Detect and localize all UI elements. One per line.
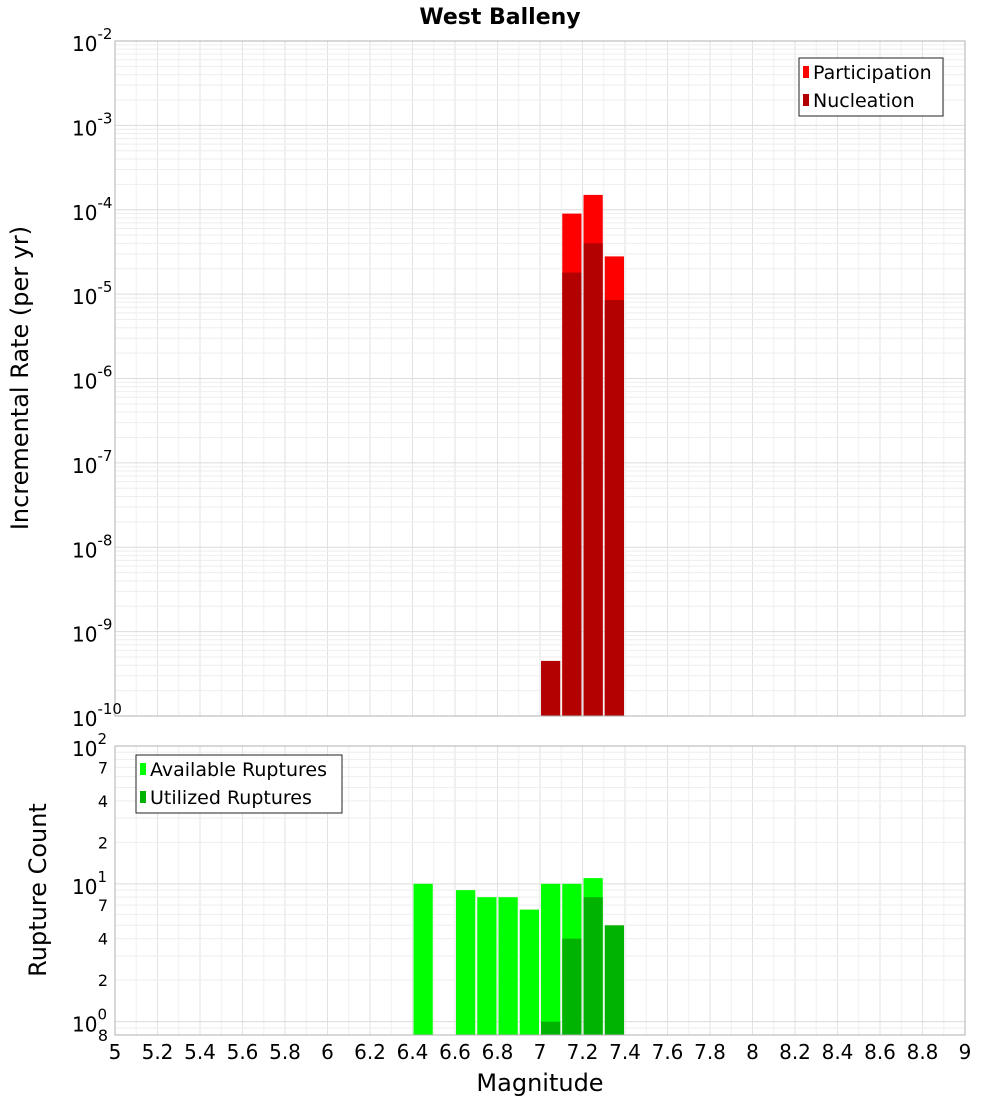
y-tick-label: 100: [72, 1006, 107, 1037]
y-minor-tick-label: 8: [98, 1026, 108, 1045]
x-tick-label: 5.2: [142, 1040, 174, 1064]
y-minor-tick-label: 2: [98, 971, 108, 990]
x-tick-label: 8.6: [864, 1040, 896, 1064]
legend-swatch: [803, 66, 809, 78]
available-ruptures-bar: [541, 883, 561, 1035]
available-ruptures-bar: [456, 890, 476, 1035]
y-tick-label: 10-6: [72, 363, 112, 394]
utilized-ruptures-bar: [583, 897, 603, 1035]
x-tick-label: 6.4: [397, 1040, 429, 1064]
y-tick-label: 10-5: [72, 278, 112, 309]
x-tick-label: 8.8: [907, 1040, 939, 1064]
chart-title: West Balleny: [419, 5, 580, 30]
y-tick-label: 10-4: [72, 194, 112, 225]
legend-swatch: [140, 791, 146, 803]
nucleation-bar: [583, 243, 603, 717]
available-ruptures-bar: [498, 897, 518, 1035]
bottom-plot-frame: [114, 745, 966, 1036]
available-ruptures-bar: [413, 883, 433, 1035]
top-plot-frame: [114, 40, 966, 717]
y-tick-label: 101: [72, 868, 107, 899]
x-tick-label: 6.2: [354, 1040, 386, 1064]
x-tick-label: 6: [321, 1040, 334, 1064]
x-tick-label: 5.4: [184, 1040, 216, 1064]
y-tick-label: 10-3: [72, 109, 112, 140]
y-tick-label: 10-8: [72, 531, 112, 562]
x-tick-label: 7.4: [609, 1040, 641, 1064]
legend-label: Participation: [813, 62, 932, 84]
utilized-ruptures-bar: [562, 938, 582, 1035]
x-tick-label: 7.8: [694, 1040, 726, 1064]
x-tick-label: 5.6: [227, 1040, 259, 1064]
y-tick-label: 10-10: [72, 700, 122, 731]
top-plot-legend: Participation Nucleation: [798, 57, 944, 117]
y-tick-label: 102: [72, 730, 107, 761]
utilized-ruptures-bar: [604, 925, 624, 1035]
x-tick-label: 7: [534, 1040, 547, 1064]
x-tick-label: 6.8: [482, 1040, 514, 1064]
x-tick-label: 8: [746, 1040, 759, 1064]
x-tick-label: 5: [109, 1040, 122, 1064]
legend-box: [135, 754, 343, 814]
legend-label: Utilized Ruptures: [150, 787, 312, 809]
legend-label: Available Ruptures: [150, 759, 327, 781]
legend-label: Nucleation: [813, 90, 915, 112]
bottom-plot-y-axis-label: Rupture Count: [24, 803, 52, 977]
legend-swatch: [803, 94, 809, 106]
top-plot-grid: [114, 40, 966, 717]
x-tick-label: 7.2: [567, 1040, 599, 1064]
bottom-plot-y-ticks: 100 101 102 8 2 4 7 2 4 7: [72, 730, 108, 1045]
y-minor-tick-label: 7: [98, 896, 108, 915]
top-plot-y-axis-label: Incremental Rate (per yr): [6, 226, 34, 530]
y-minor-tick-label: 7: [98, 758, 108, 777]
available-ruptures-bar: [519, 909, 539, 1035]
nucleation-bar: [541, 660, 561, 716]
x-tick-label: 5.8: [269, 1040, 301, 1064]
x-tick-label: 9: [959, 1040, 972, 1064]
top-plot-bars: [541, 194, 624, 717]
x-tick-label: 6.6: [439, 1040, 471, 1064]
bottom-plot-legend: Available Ruptures Utilized Ruptures: [135, 754, 343, 814]
y-tick-label: 10-7: [72, 447, 112, 478]
nucleation-bar: [562, 272, 582, 716]
legend-swatch: [140, 763, 146, 775]
y-minor-tick-label: 2: [98, 833, 108, 852]
available-ruptures-bar: [477, 897, 497, 1035]
x-axis-label: Magnitude: [476, 1069, 603, 1097]
x-tick-label: 7.6: [652, 1040, 684, 1064]
y-minor-tick-label: 4: [98, 930, 108, 949]
y-tick-label: 10-2: [72, 25, 112, 56]
bottom-plot-x-ticks: 5 5.2 5.4 5.6 5.8 6 6.2 6.4 6.6 6.8 7 7.2 7.4 7.6 7.8 8…: [109, 1040, 972, 1064]
legend-box: [798, 57, 944, 117]
utilized-ruptures-bar: [541, 1021, 561, 1035]
x-tick-label: 8.4: [822, 1040, 854, 1064]
y-tick-label: 10-9: [72, 616, 112, 647]
nucleation-bar: [604, 300, 624, 716]
top-plot-y-ticks: 10-10 10-9 10-8 10-7 10-6 10-5 10-4 10-3 10-2: [72, 25, 122, 731]
bottom-plot-bars: [413, 878, 624, 1035]
x-tick-label: 8.2: [779, 1040, 811, 1064]
y-minor-tick-label: 4: [98, 792, 108, 811]
